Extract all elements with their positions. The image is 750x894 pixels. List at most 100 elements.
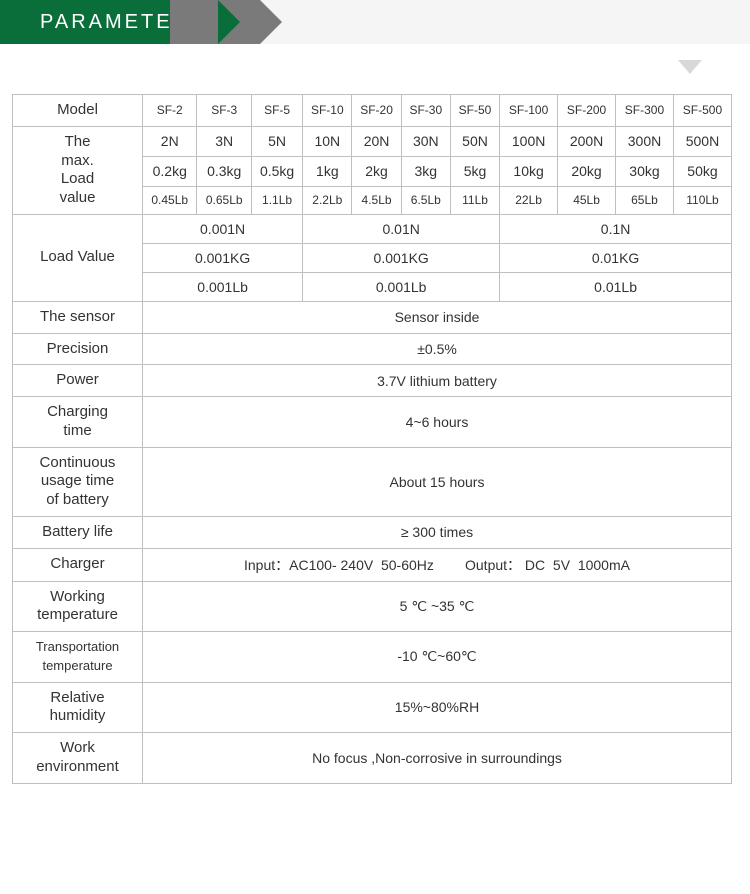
cell: 2kg (352, 156, 401, 186)
cell: -10 ℃~60℃ (143, 632, 732, 683)
table-row: Load Value 0.001N 0.01N 0.1N (13, 214, 732, 243)
model-cell: SF-2 (143, 95, 197, 127)
model-cell: SF-5 (251, 95, 302, 127)
cell: 30N (401, 126, 450, 156)
pointer-icon (678, 60, 702, 74)
row-label-model: Model (13, 95, 143, 127)
cell: ≥ 300 times (143, 516, 732, 548)
model-cell: SF-500 (673, 95, 731, 127)
cell: 6.5Lb (401, 186, 450, 214)
ribbon-arrow-shape (218, 0, 240, 44)
cell: ±0.5% (143, 333, 732, 365)
cell: 50kg (673, 156, 731, 186)
cell: 5 ℃ ~35 ℃ (143, 581, 732, 632)
cell: 45Lb (558, 186, 616, 214)
cell: 20kg (558, 156, 616, 186)
label-text: Charging time (47, 403, 108, 439)
ribbon-gray-shape (170, 0, 260, 44)
table-row: Precision ±0.5% (13, 333, 732, 365)
model-cell: SF-50 (450, 95, 499, 127)
table-row: Power 3.7V lithium battery (13, 365, 732, 397)
table-row: Working temperature 5 ℃ ~35 ℃ (13, 581, 732, 632)
row-label-charger: Charger (13, 548, 143, 581)
cell: 0.001KG (143, 243, 303, 272)
cell: 0.001Lb (303, 272, 500, 301)
label-text: Continuous usage time of battery (40, 454, 116, 509)
cell: 0.01N (303, 214, 500, 243)
table-row: The sensor Sensor inside (13, 301, 732, 333)
cell: 1kg (303, 156, 352, 186)
cell: 11Lb (450, 186, 499, 214)
cell: 4~6 hours (143, 397, 732, 448)
cell: 0.3kg (197, 156, 251, 186)
row-label-work-env: Work environment (13, 733, 143, 784)
row-label-load-value: Load Value (13, 214, 143, 301)
label-text: Work environment (36, 739, 119, 775)
cell: 2.2Lb (303, 186, 352, 214)
cell: 1.1Lb (251, 186, 302, 214)
row-label-humidity: Relative humidity (13, 682, 143, 733)
cell: 0.2kg (143, 156, 197, 186)
model-cell: SF-10 (303, 95, 352, 127)
cell: 0.65Lb (197, 186, 251, 214)
cell: 0.001KG (303, 243, 500, 272)
cell: 5N (251, 126, 302, 156)
cell: 0.001N (143, 214, 303, 243)
cell: 10kg (500, 156, 558, 186)
cell: 15%~80%RH (143, 682, 732, 733)
model-cell: SF-100 (500, 95, 558, 127)
model-cell: SF-200 (558, 95, 616, 127)
cell: 0.5kg (251, 156, 302, 186)
cell: 0.1N (500, 214, 732, 243)
table-row: Work environment No focus ,Non-corrosive… (13, 733, 732, 784)
label-text: Transportation temperature (36, 639, 119, 673)
cell: 200N (558, 126, 616, 156)
cell: 3N (197, 126, 251, 156)
cell: 50N (450, 126, 499, 156)
table-row: Continuous usage time of battery About 1… (13, 447, 732, 516)
cell: 10N (303, 126, 352, 156)
row-label-working-temp: Working temperature (13, 581, 143, 632)
model-cell: SF-30 (401, 95, 450, 127)
table-row: Battery life ≥ 300 times (13, 516, 732, 548)
cell: 65Lb (616, 186, 674, 214)
row-label-sensor: The sensor (13, 301, 143, 333)
row-label-transport-temp: Transportation temperature (13, 632, 143, 683)
table-row: Model SF-2 SF-3 SF-5 SF-10 SF-20 SF-30 S… (13, 95, 732, 127)
cell: 0.001Lb (143, 272, 303, 301)
cell: 0.45Lb (143, 186, 197, 214)
row-label-continuous-usage: Continuous usage time of battery (13, 447, 143, 516)
table-row: The max. Load value 2N 3N 5N 10N 20N 30N… (13, 126, 732, 156)
label-text: Working temperature (37, 588, 118, 624)
table-row: Transportation temperature -10 ℃~60℃ (13, 632, 732, 683)
cell: 3kg (401, 156, 450, 186)
header-bar: PARAMETER (0, 0, 750, 44)
cell: 2N (143, 126, 197, 156)
cell: 110Lb (673, 186, 731, 214)
row-label-charging-time: Charging time (13, 397, 143, 448)
model-cell: SF-20 (352, 95, 401, 127)
cell: 20N (352, 126, 401, 156)
cell: No focus ,Non-corrosive in surroundings (143, 733, 732, 784)
row-label-max-load: The max. Load value (13, 126, 143, 214)
cell: About 15 hours (143, 447, 732, 516)
cell: 4.5Lb (352, 186, 401, 214)
cell: Input：AC100- 240V 50-60Hz Output： DC 5V … (143, 548, 732, 581)
cell: 5kg (450, 156, 499, 186)
cell: 3.7V lithium battery (143, 365, 732, 397)
cell: 0.01KG (500, 243, 732, 272)
cell: 30kg (616, 156, 674, 186)
label-text: Relative humidity (50, 689, 106, 725)
table-row: Charger Input：AC100- 240V 50-60Hz Output… (13, 548, 732, 581)
cell: Sensor inside (143, 301, 732, 333)
cell: 300N (616, 126, 674, 156)
label-text: The max. Load value (60, 133, 96, 206)
cell: 500N (673, 126, 731, 156)
parameter-table: Model SF-2 SF-3 SF-5 SF-10 SF-20 SF-30 S… (12, 94, 732, 784)
table-row: Charging time 4~6 hours (13, 397, 732, 448)
cell: 0.01Lb (500, 272, 732, 301)
row-label-precision: Precision (13, 333, 143, 365)
table-row: Relative humidity 15%~80%RH (13, 682, 732, 733)
cell: 22Lb (500, 186, 558, 214)
row-label-power: Power (13, 365, 143, 397)
